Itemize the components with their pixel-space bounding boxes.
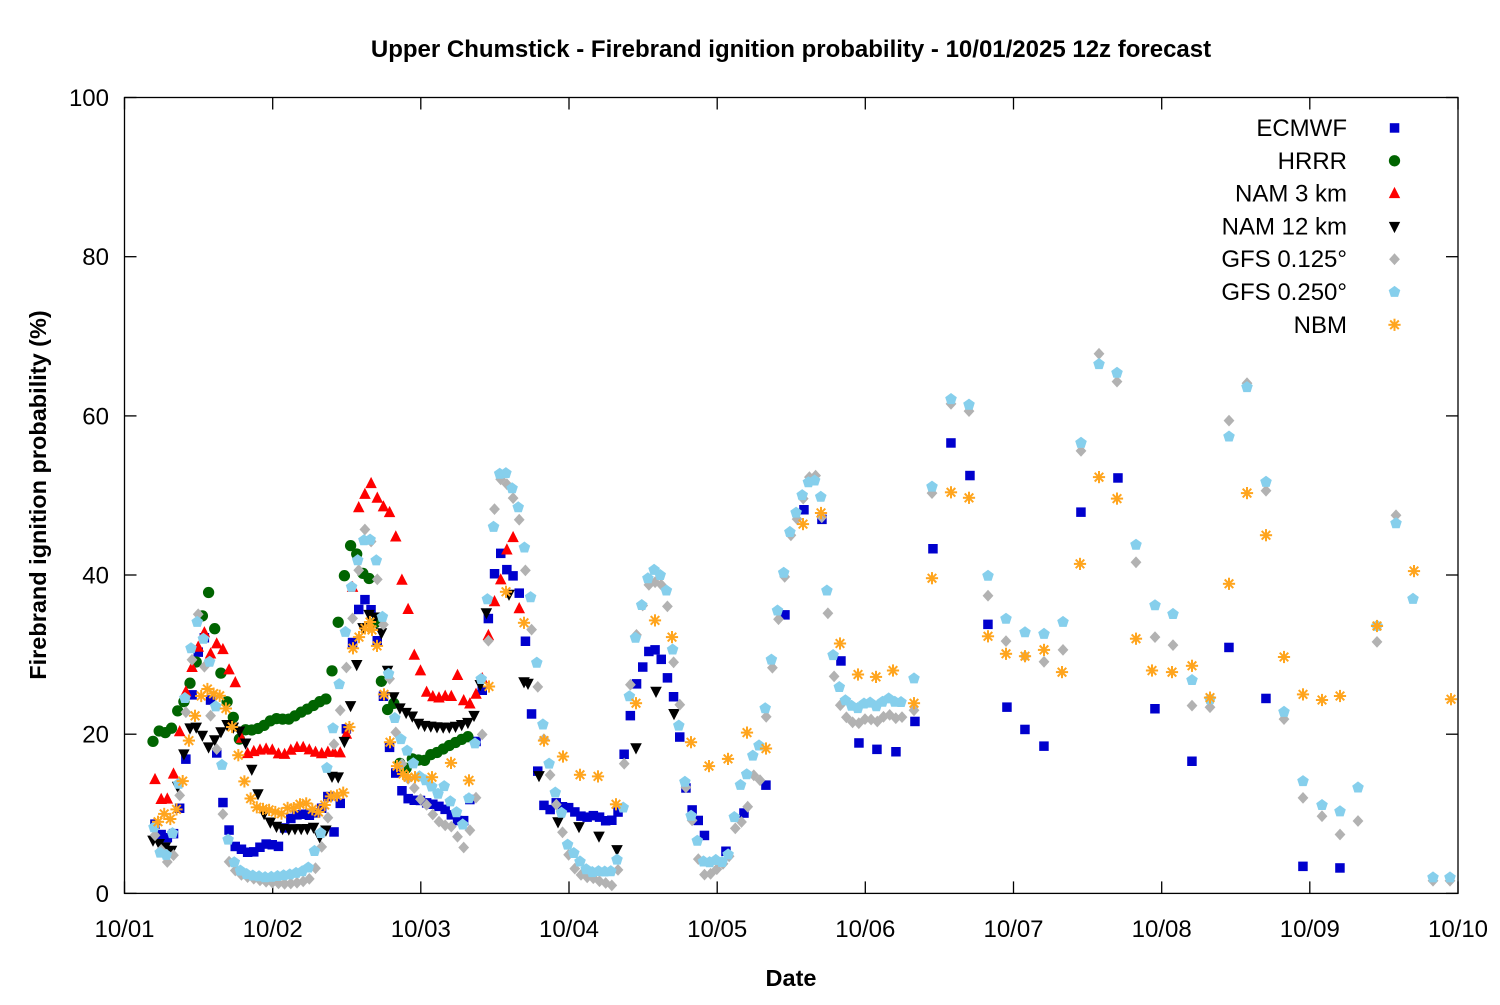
svg-text:40: 40: [82, 563, 109, 590]
svg-text:10/02: 10/02: [243, 916, 303, 943]
svg-text:0: 0: [96, 881, 109, 908]
svg-text:10/08: 10/08: [1132, 916, 1192, 943]
svg-text:10/01: 10/01: [94, 916, 154, 943]
svg-text:Date: Date: [766, 965, 817, 991]
svg-text:20: 20: [82, 722, 109, 749]
svg-text:ECMWF: ECMWF: [1256, 115, 1347, 142]
svg-text:HRRR: HRRR: [1278, 148, 1347, 175]
svg-text:80: 80: [82, 244, 109, 271]
svg-text:GFS 0.125°: GFS 0.125°: [1221, 246, 1347, 273]
svg-text:Firebrand ignition probability: Firebrand ignition probability (%): [25, 310, 51, 679]
svg-text:10/09: 10/09: [1280, 916, 1340, 943]
svg-text:60: 60: [82, 403, 109, 430]
svg-text:Upper Chumstick - Firebrand ig: Upper Chumstick - Firebrand ignition pro…: [371, 36, 1211, 63]
svg-text:10/04: 10/04: [539, 916, 599, 943]
svg-text:10/03: 10/03: [391, 916, 451, 943]
svg-text:10/06: 10/06: [835, 916, 895, 943]
svg-text:10/07: 10/07: [983, 916, 1043, 943]
svg-text:NAM 12 km: NAM 12 km: [1222, 213, 1347, 240]
svg-text:NBM: NBM: [1294, 312, 1347, 339]
svg-text:10/10: 10/10: [1428, 916, 1488, 943]
svg-text:10/05: 10/05: [687, 916, 747, 943]
svg-text:GFS 0.250°: GFS 0.250°: [1221, 279, 1347, 306]
svg-text:100: 100: [69, 85, 109, 112]
svg-text:NAM 3 km: NAM 3 km: [1235, 181, 1347, 208]
